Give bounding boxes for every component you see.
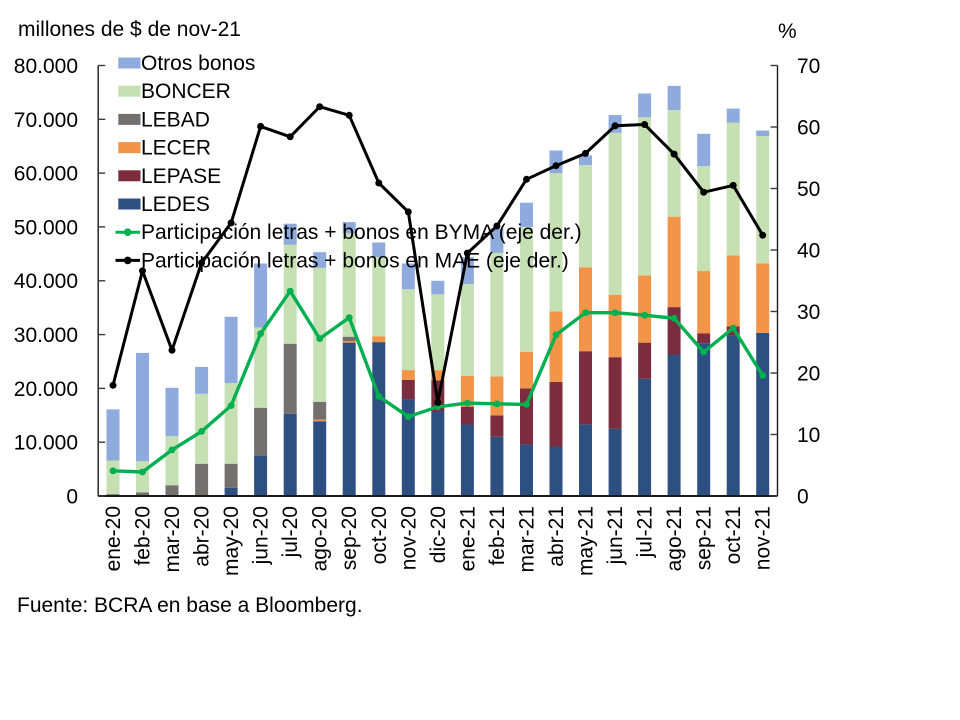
svg-text:jul-20: jul-20	[279, 506, 302, 558]
svg-text:sep-20: sep-20	[338, 506, 361, 570]
svg-text:may-21: may-21	[575, 506, 598, 576]
svg-text:Participación letras + bonos e: Participación letras + bonos en MAE (eje…	[141, 249, 569, 272]
svg-text:oct-21: oct-21	[722, 506, 745, 564]
svg-text:ago-21: ago-21	[663, 506, 686, 571]
svg-text:0: 0	[797, 486, 809, 509]
svg-text:BONCER: BONCER	[141, 80, 231, 103]
svg-text:may-20: may-20	[220, 506, 243, 576]
svg-text:20.000: 20.000	[14, 378, 78, 401]
svg-text:Fuente: BCRA en base a Bloombe: Fuente: BCRA en base a Bloomberg.	[17, 594, 363, 617]
svg-text:LEBAD: LEBAD	[141, 108, 210, 131]
svg-text:abr-21: abr-21	[545, 506, 568, 567]
svg-text:sep-21: sep-21	[693, 506, 716, 570]
svg-text:nov-21: nov-21	[752, 506, 775, 570]
svg-text:LEPASE: LEPASE	[141, 165, 221, 188]
svg-text:80.000: 80.000	[14, 55, 78, 78]
svg-text:feb-21: feb-21	[486, 506, 509, 566]
svg-text:jul-21: jul-21	[634, 506, 657, 558]
svg-text:60.000: 60.000	[14, 163, 78, 186]
svg-text:50.000: 50.000	[14, 216, 78, 239]
svg-text:feb-20: feb-20	[132, 506, 155, 566]
svg-text:Participación letras + bonos e: Participación letras + bonos en BYMA (ej…	[141, 221, 582, 244]
svg-text:dic-20: dic-20	[427, 506, 450, 563]
svg-text:0: 0	[66, 486, 78, 509]
svg-text:ene-21: ene-21	[456, 506, 479, 571]
svg-text:40: 40	[797, 240, 820, 263]
svg-text:millones de $ de nov-21: millones de $ de nov-21	[18, 18, 241, 41]
svg-text:30.000: 30.000	[14, 324, 78, 347]
svg-text:jun-20: jun-20	[250, 506, 273, 565]
svg-text:70: 70	[797, 55, 820, 78]
svg-text:60: 60	[797, 117, 820, 140]
svg-text:50: 50	[797, 178, 820, 201]
svg-text:20: 20	[797, 363, 820, 386]
svg-text:jun-21: jun-21	[604, 506, 627, 565]
svg-text:%: %	[778, 20, 797, 43]
svg-text:mar-21: mar-21	[516, 506, 539, 573]
svg-text:nov-20: nov-20	[397, 506, 420, 570]
svg-text:70.000: 70.000	[14, 109, 78, 132]
svg-text:LEDES: LEDES	[141, 193, 210, 216]
svg-text:abr-20: abr-20	[191, 506, 214, 567]
svg-text:ene-20: ene-20	[102, 506, 125, 571]
svg-text:40.000: 40.000	[14, 270, 78, 293]
svg-text:ago-20: ago-20	[309, 506, 332, 571]
svg-text:mar-20: mar-20	[161, 506, 184, 573]
svg-text:30: 30	[797, 301, 820, 324]
svg-text:oct-20: oct-20	[368, 506, 391, 564]
svg-text:LECER: LECER	[141, 137, 211, 160]
svg-text:10: 10	[797, 424, 820, 447]
svg-text:Otros bonos: Otros bonos	[141, 52, 255, 75]
svg-text:10.000: 10.000	[14, 432, 78, 455]
